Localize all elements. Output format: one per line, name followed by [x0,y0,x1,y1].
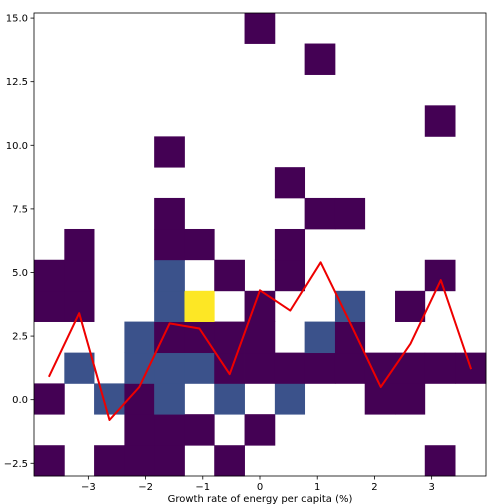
heatmap-cell [274,167,306,199]
heatmap-cell [184,414,215,446]
x-tick-label: −1 [195,482,210,493]
heatmap-cell [334,352,366,384]
heatmap-cell [214,259,245,292]
x-tick-label: −3 [81,482,96,493]
y-tick-label: 5.0 [12,268,28,279]
heatmap-cell [124,445,155,477]
y-tick-label: 12.5 [6,77,28,88]
heatmap-cell [154,445,185,477]
heatmap-cell [64,228,95,261]
heatmap-cell [304,43,336,75]
heatmap-cell [395,290,426,322]
heatmap-cell [364,352,396,384]
heatmap-cell [274,259,306,292]
heatmap-cell [34,290,65,322]
heatmap-cell [304,321,336,354]
y-tick-label: −2.5 [4,459,28,470]
y-tick-label: 15.0 [6,14,28,25]
x-tick-label: 3 [428,482,434,493]
heatmap-cell [424,352,456,384]
heatmap-cell [304,197,336,230]
y-tick-label: 2.5 [12,332,28,343]
y-tick-label: 0.0 [12,395,28,406]
heatmap-cell [154,383,185,415]
heatmap-cell [64,259,95,292]
heatmap-cell [94,445,125,477]
heatmap-cell [124,321,155,354]
heatmap-cell [274,228,306,261]
heatmap-cell [154,321,185,354]
heatmap-cell [214,321,245,354]
heatmap-cell [154,228,185,261]
heatmap-cell [34,445,65,477]
heatmap-cell [34,259,65,292]
heatmap-cell [154,259,185,292]
heatmap-cell [244,321,276,354]
heatmap-cell [154,136,185,168]
x-tick-label: −2 [138,482,153,493]
heatmap-cell [184,228,215,261]
heatmap-cell [424,259,456,292]
heatmap-cell [274,352,306,384]
heatmap-cells [34,13,487,477]
heatmap-cell [244,414,276,446]
heatmap-cell [395,352,426,384]
overlay-line [47,261,473,421]
heatmap-cell [124,414,155,446]
heatmap-cell [334,197,366,230]
x-tick-label: 0 [257,482,263,493]
heatmap-cell [334,321,366,354]
heatmap-cell [334,290,366,322]
heatmap-cell [154,414,185,446]
y-axis-ticks: −2.5 0.0 2.5 5.0 7.5 10.0 12.5 15.0 [4,14,34,470]
heatmap-cell [274,383,306,415]
heatmap-cell [124,352,155,384]
y-tick-label: 10.0 [6,141,28,152]
heatmap-cell [34,383,65,415]
heatmap-cell [424,445,456,477]
heatmap-cell [154,352,185,384]
heatmap-cell [304,352,336,384]
heatmap-cell [214,445,245,477]
x-axis-ticks: −3 −2 −1 0 1 2 3 [81,476,435,493]
y-tick-label: 7.5 [12,204,28,215]
heatmap-cell [184,352,215,384]
x-tick-label: 2 [371,482,377,493]
heatmap-cell [154,197,185,230]
heatmap-cell [64,352,95,384]
heatmap-cell [364,383,396,415]
overlay-line-path [47,261,473,421]
heatmap-cell [244,13,276,44]
heatmap-cell [395,383,426,415]
heatmap-cell [154,290,185,322]
x-tick-label: 1 [314,482,320,493]
heatmap-cell [184,290,215,322]
heatmap-cell [244,290,276,322]
heatmap-cell [94,383,125,415]
heatmap-cell [214,383,245,415]
heatmap-cell [424,105,456,137]
heatmap-cell [244,352,276,384]
x-axis-label: Growth rate of energy per capita (%) [168,494,353,504]
